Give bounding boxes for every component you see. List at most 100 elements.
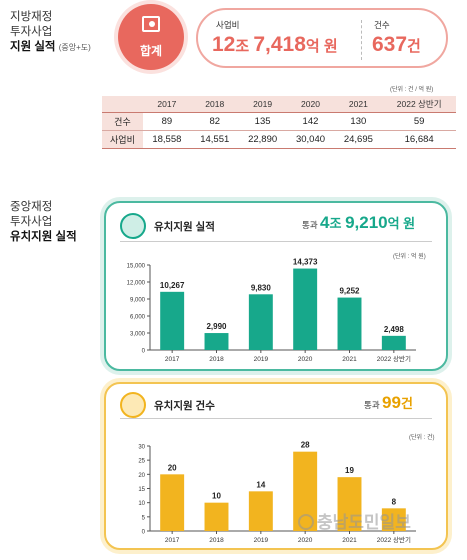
summary-circle: 합계 xyxy=(118,4,184,70)
amount-chart-total: 통과 4조 9,210억 원 xyxy=(302,213,416,232)
count-y-tick-label: 20 xyxy=(138,473,145,479)
amount-chart-title: 유치지원 실적 xyxy=(154,221,215,233)
amount-chart-panel: 유치지원 실적 통과 4조 9,210억 원 (단위 : 억 원) 0 3,000… xyxy=(104,201,448,371)
count-y-tick-label: 15 xyxy=(138,487,145,493)
amount-chart-unit-note: (단위 : 억 원) xyxy=(393,254,426,260)
amount-category-label: 2022 상반기 xyxy=(377,354,411,363)
summary-separator xyxy=(361,20,362,60)
table-header-cell: 2021 xyxy=(334,96,383,112)
hand-money-icon xyxy=(120,392,146,418)
amount-bar xyxy=(160,291,185,350)
amount-y-tick-label: 9,000 xyxy=(130,298,146,304)
table-cell: 142 xyxy=(286,111,335,131)
amount-bar xyxy=(337,297,362,350)
monitor-chart-icon xyxy=(142,16,160,32)
section1-line3-small: (중앙+도) xyxy=(58,43,91,52)
amount-value-label: 2,498 xyxy=(384,325,405,334)
table-cell: 18,558 xyxy=(142,130,191,149)
count-y-tick-label: 10 xyxy=(138,501,145,507)
count-value-label: 8 xyxy=(392,497,397,506)
amount-y-tick-label: 0 xyxy=(142,349,146,355)
count-value-label: 28 xyxy=(301,441,310,450)
table-header-cell: 2018 xyxy=(190,96,239,112)
count-y-tick-label: 25 xyxy=(138,459,145,465)
table-header-row: 2017 2018 2019 2020 2021 2022 상반기 xyxy=(102,96,456,112)
amount-category-label: 2020 xyxy=(298,356,313,363)
gear-money-icon xyxy=(120,213,146,239)
count-bar xyxy=(293,451,318,531)
amount-y-tick-label: 12,000 xyxy=(127,281,146,287)
count-chart-total: 통과 99건 xyxy=(364,393,413,412)
summary-count-label: 건수 xyxy=(374,20,390,30)
count-y-tick-label: 5 xyxy=(142,515,146,521)
amount-value-label: 9,830 xyxy=(251,283,272,292)
summary-pill: 사업비 12조 7,418억 원 건수 637건 xyxy=(196,8,448,68)
count-category-label: 2019 xyxy=(254,537,269,544)
count-chart-header-rule xyxy=(120,418,432,419)
amount-value-label: 14,373 xyxy=(293,258,318,267)
table-cell: 130 xyxy=(334,111,383,131)
amount-category-label: 2019 xyxy=(254,356,269,363)
count-bar xyxy=(381,508,406,531)
amount-bar xyxy=(248,294,273,350)
count-category-label: 2020 xyxy=(298,537,313,544)
count-value-label: 19 xyxy=(345,466,354,475)
table-row-header: 건수 xyxy=(102,111,143,131)
count-chart-panel: 유치지원 건수 통과 99건 (단위 : 건) 0 5 10 15 20 25 30 20 20… xyxy=(104,382,448,550)
count-category-label: 2017 xyxy=(165,537,180,544)
watermark-logo-icon xyxy=(298,514,314,530)
section2-line2: 투자사업 xyxy=(10,216,53,228)
count-category-label: 2021 xyxy=(342,537,357,544)
count-bar xyxy=(160,474,185,531)
table-row-header: 사업비 xyxy=(102,130,143,149)
amount-y-tick-label: 15,000 xyxy=(127,264,146,270)
count-bar xyxy=(337,477,362,531)
count-value-label: 10 xyxy=(212,492,221,501)
amount-bar xyxy=(293,268,318,350)
amount-category-label: 2018 xyxy=(209,356,224,363)
table-row: 사업비 18,558 14,551 22,890 30,040 24,695 1… xyxy=(102,130,456,149)
count-bar xyxy=(204,502,229,531)
section1-line2: 투자사업 xyxy=(10,26,53,38)
count-chart-title: 유치지원 건수 xyxy=(154,400,215,412)
count-chart-unit-note: (단위 : 건) xyxy=(409,435,435,441)
table-header-cell: 2017 xyxy=(142,96,191,112)
table-header-cell xyxy=(102,96,143,112)
table-cell: 24,695 xyxy=(334,130,383,149)
amount-value-label: 10,267 xyxy=(160,281,185,290)
amount-category-label: 2021 xyxy=(342,356,357,363)
amount-bar xyxy=(381,335,406,350)
amount-y-tick-label: 6,000 xyxy=(130,315,146,321)
summary-circle-label: 합계 xyxy=(139,44,163,58)
table-cell: 82 xyxy=(190,111,239,131)
summary-budget-label: 사업비 xyxy=(216,20,240,30)
count-bar xyxy=(248,491,273,531)
table-row: 건수 89 82 135 142 130 59 xyxy=(102,111,456,131)
table-header-cell: 2022 상반기 xyxy=(382,96,456,112)
summary-table: 2017 2018 2019 2020 2021 2022 상반기 건수 89 … xyxy=(102,96,456,149)
section2-line3: 유치지원 실적 xyxy=(10,231,77,243)
section1-line1: 지방재정 xyxy=(10,11,53,23)
section1-title: 지방재정 투자사업 지원 실적 (중앙+도) xyxy=(10,10,91,55)
count-y-tick-label: 0 xyxy=(142,530,146,536)
count-category-label: 2022 상반기 xyxy=(377,535,411,544)
table-cell: 135 xyxy=(238,111,287,131)
table-cell: 22,890 xyxy=(238,130,287,149)
table-header-cell: 2020 xyxy=(286,96,335,112)
amount-bar-chart: 0 3,000 6,000 9,000 12,000 15,000 10,267 2017 2,… xyxy=(127,258,416,363)
table-cell: 16,684 xyxy=(382,130,456,149)
amount-chart-header-rule xyxy=(120,241,432,242)
table-cell: 59 xyxy=(382,111,456,131)
table-unit-note: (단위 : 건 / 억 원) xyxy=(390,87,434,93)
table-header-cell: 2019 xyxy=(238,96,287,112)
summary-budget-value: 12조 7,418억 원 xyxy=(212,33,338,56)
count-value-label: 20 xyxy=(168,463,177,472)
watermark: 충남도민일보 xyxy=(298,508,411,533)
count-bar-chart: 0 5 10 15 20 25 30 20 2017 10 2018 14 2019 28 2020 19 20… xyxy=(138,441,416,544)
count-value-label: 14 xyxy=(256,480,265,489)
summary-count-value: 637건 xyxy=(372,33,421,56)
amount-value-label: 9,252 xyxy=(339,287,360,296)
section1-line3: 지원 실적 (중앙+도) xyxy=(10,41,91,53)
amount-category-label: 2017 xyxy=(165,356,180,363)
section2-title: 중앙재정 투자사업 유치지원 실적 xyxy=(10,200,77,245)
